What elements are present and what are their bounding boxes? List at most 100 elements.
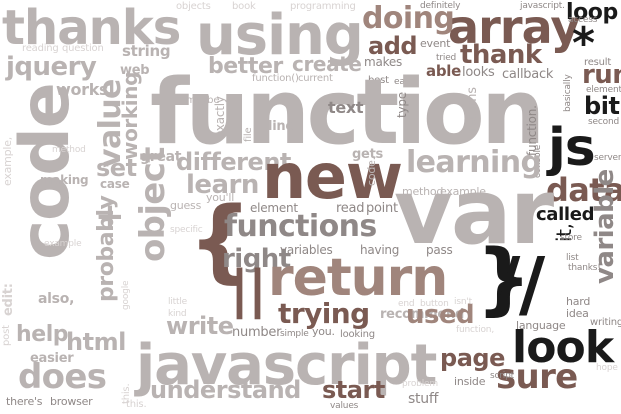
word: callback bbox=[502, 67, 554, 82]
word: learn bbox=[186, 170, 259, 200]
word: values bbox=[330, 401, 359, 411]
word: result bbox=[584, 57, 612, 68]
word: run bbox=[582, 60, 621, 90]
word: start bbox=[322, 376, 385, 404]
word: text bbox=[328, 98, 364, 117]
word: return bbox=[268, 248, 448, 308]
word: html bbox=[66, 328, 126, 356]
word: using bbox=[196, 3, 364, 68]
word: function bbox=[150, 60, 545, 165]
word: store bbox=[560, 233, 582, 243]
word: stuff bbox=[408, 391, 439, 407]
word: looking bbox=[340, 329, 375, 340]
word: book bbox=[232, 1, 256, 12]
word: returns bbox=[465, 87, 480, 132]
word: } bbox=[476, 234, 532, 324]
word: line bbox=[268, 119, 294, 134]
word: google bbox=[121, 280, 131, 310]
word: variables bbox=[280, 243, 333, 257]
word: there's bbox=[6, 395, 43, 408]
word: * bbox=[572, 18, 595, 69]
word: great bbox=[140, 149, 182, 165]
word: problem bbox=[402, 379, 438, 389]
word: example, bbox=[440, 185, 490, 198]
word: recommend bbox=[380, 307, 464, 322]
word: having bbox=[360, 243, 400, 257]
word: current bbox=[298, 73, 333, 84]
word: write bbox=[166, 312, 234, 340]
word: data bbox=[546, 171, 621, 209]
word: || bbox=[230, 260, 267, 320]
word: makes bbox=[364, 55, 402, 69]
word: list bbox=[566, 253, 579, 263]
word: easier bbox=[30, 351, 74, 366]
word: exactly bbox=[213, 96, 227, 138]
word: loop bbox=[566, 0, 618, 25]
word: read bbox=[336, 201, 365, 216]
word: element bbox=[250, 201, 298, 215]
word: server bbox=[594, 153, 621, 163]
word: pass bbox=[426, 243, 453, 257]
word: able bbox=[426, 62, 461, 80]
word: objects bbox=[176, 1, 211, 12]
word: kind bbox=[168, 309, 187, 319]
word: script bbox=[490, 371, 514, 381]
word: object bbox=[133, 147, 173, 262]
word: new bbox=[262, 140, 403, 213]
word: reading bbox=[22, 43, 59, 54]
word: web bbox=[120, 63, 150, 78]
word: you'll bbox=[206, 191, 235, 204]
word: // bbox=[494, 242, 545, 326]
word: point bbox=[366, 201, 398, 216]
word: set bbox=[96, 154, 137, 182]
word: basically bbox=[563, 74, 573, 112]
word: javascript. bbox=[520, 1, 565, 11]
word: guess bbox=[170, 199, 202, 212]
word: does bbox=[18, 357, 107, 397]
word: create bbox=[292, 52, 362, 76]
word: thanks! bbox=[568, 263, 601, 273]
word: method bbox=[402, 185, 444, 198]
word: event bbox=[420, 37, 451, 50]
word: array bbox=[448, 0, 580, 54]
word: { bbox=[188, 188, 252, 293]
word: used bbox=[406, 300, 475, 330]
word: doing bbox=[362, 1, 455, 36]
word: called bbox=[536, 204, 595, 225]
word: writing bbox=[590, 317, 621, 328]
word: end bbox=[398, 299, 415, 309]
word: bit bbox=[584, 92, 620, 120]
word: code bbox=[6, 83, 85, 260]
word: this. bbox=[126, 399, 147, 410]
word: second bbox=[588, 117, 620, 127]
word: you. bbox=[312, 325, 335, 338]
word: right bbox=[222, 244, 291, 274]
word: isn't bbox=[454, 297, 472, 307]
word: learning bbox=[406, 145, 542, 180]
word: access bbox=[568, 15, 598, 25]
word: file bbox=[243, 127, 254, 142]
word: type bbox=[395, 92, 409, 118]
word: idea bbox=[566, 307, 589, 320]
word: easy bbox=[394, 77, 415, 87]
word: thank bbox=[460, 40, 542, 70]
word: edit: bbox=[1, 283, 16, 316]
word: different bbox=[176, 148, 291, 176]
word: browser bbox=[50, 395, 93, 408]
word: specific bbox=[170, 225, 203, 235]
word: function, bbox=[456, 325, 495, 335]
word: tried bbox=[436, 53, 457, 63]
word: inside bbox=[454, 375, 486, 388]
word: maybe bbox=[186, 95, 220, 106]
word: looks bbox=[462, 65, 495, 80]
word: language bbox=[516, 319, 566, 332]
word: function() bbox=[252, 73, 299, 84]
word: add bbox=[368, 32, 418, 60]
word: also, bbox=[38, 291, 75, 307]
word: string bbox=[122, 42, 171, 60]
word: thanks bbox=[2, 0, 181, 56]
word: case bbox=[100, 177, 130, 191]
word: best bbox=[368, 75, 389, 86]
word: post bbox=[1, 325, 12, 346]
